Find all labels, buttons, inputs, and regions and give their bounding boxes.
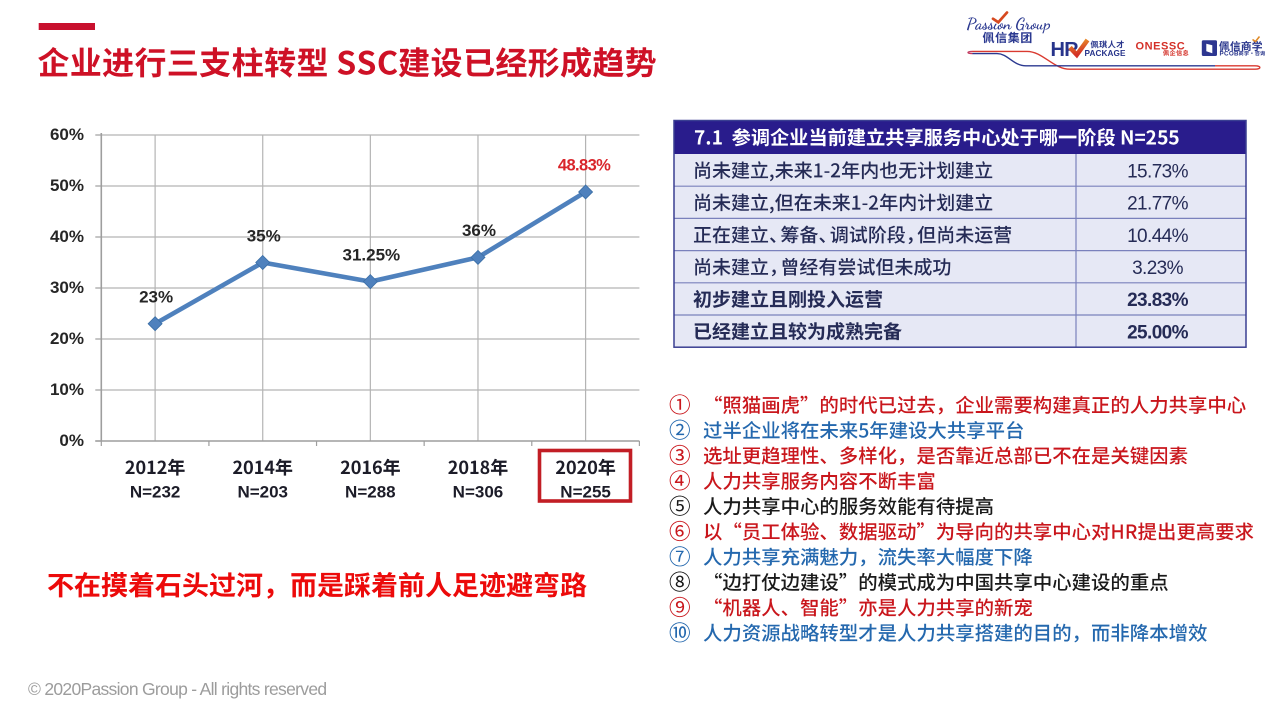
svg-text:N=232: N=232 bbox=[130, 483, 181, 502]
svg-text:31.25%: 31.25% bbox=[343, 245, 401, 264]
svg-text:35%: 35% bbox=[247, 226, 281, 245]
svg-text:25.00%: 25.00% bbox=[1127, 322, 1189, 343]
svg-text:36%: 36% bbox=[462, 221, 496, 240]
svg-text:23%: 23% bbox=[139, 288, 173, 307]
svg-text:3.23%: 3.23% bbox=[1132, 258, 1184, 279]
svg-text:N=306: N=306 bbox=[453, 483, 504, 502]
svg-text:10.44%: 10.44% bbox=[1127, 226, 1189, 247]
svg-text:15.73%: 15.73% bbox=[1127, 161, 1189, 182]
svg-text:N=203: N=203 bbox=[237, 483, 288, 502]
svg-text:© 2020Passion Group - All righ: © 2020Passion Group - All rights reserve… bbox=[28, 679, 326, 699]
svg-text:20%: 20% bbox=[50, 329, 84, 348]
svg-text:PACKAGE: PACKAGE bbox=[1085, 49, 1126, 58]
svg-text:60%: 60% bbox=[50, 125, 84, 144]
svg-text:0%: 0% bbox=[59, 431, 84, 450]
svg-text:10%: 10% bbox=[50, 380, 84, 399]
svg-text:N=288: N=288 bbox=[345, 483, 396, 502]
svg-text:PCOB: PCOB bbox=[1220, 50, 1240, 57]
svg-text:48.83%: 48.83% bbox=[558, 156, 611, 174]
svg-text:40%: 40% bbox=[50, 227, 84, 246]
svg-text:23.83%: 23.83% bbox=[1127, 290, 1189, 311]
svg-text:HR: HR bbox=[1051, 39, 1080, 61]
svg-text:21.77%: 21.77% bbox=[1127, 194, 1189, 215]
svg-text:N=255: N=255 bbox=[560, 483, 611, 502]
svg-text:30%: 30% bbox=[50, 278, 84, 297]
svg-text:ONESSC: ONESSC bbox=[1136, 41, 1186, 53]
svg-text:50%: 50% bbox=[50, 176, 84, 195]
